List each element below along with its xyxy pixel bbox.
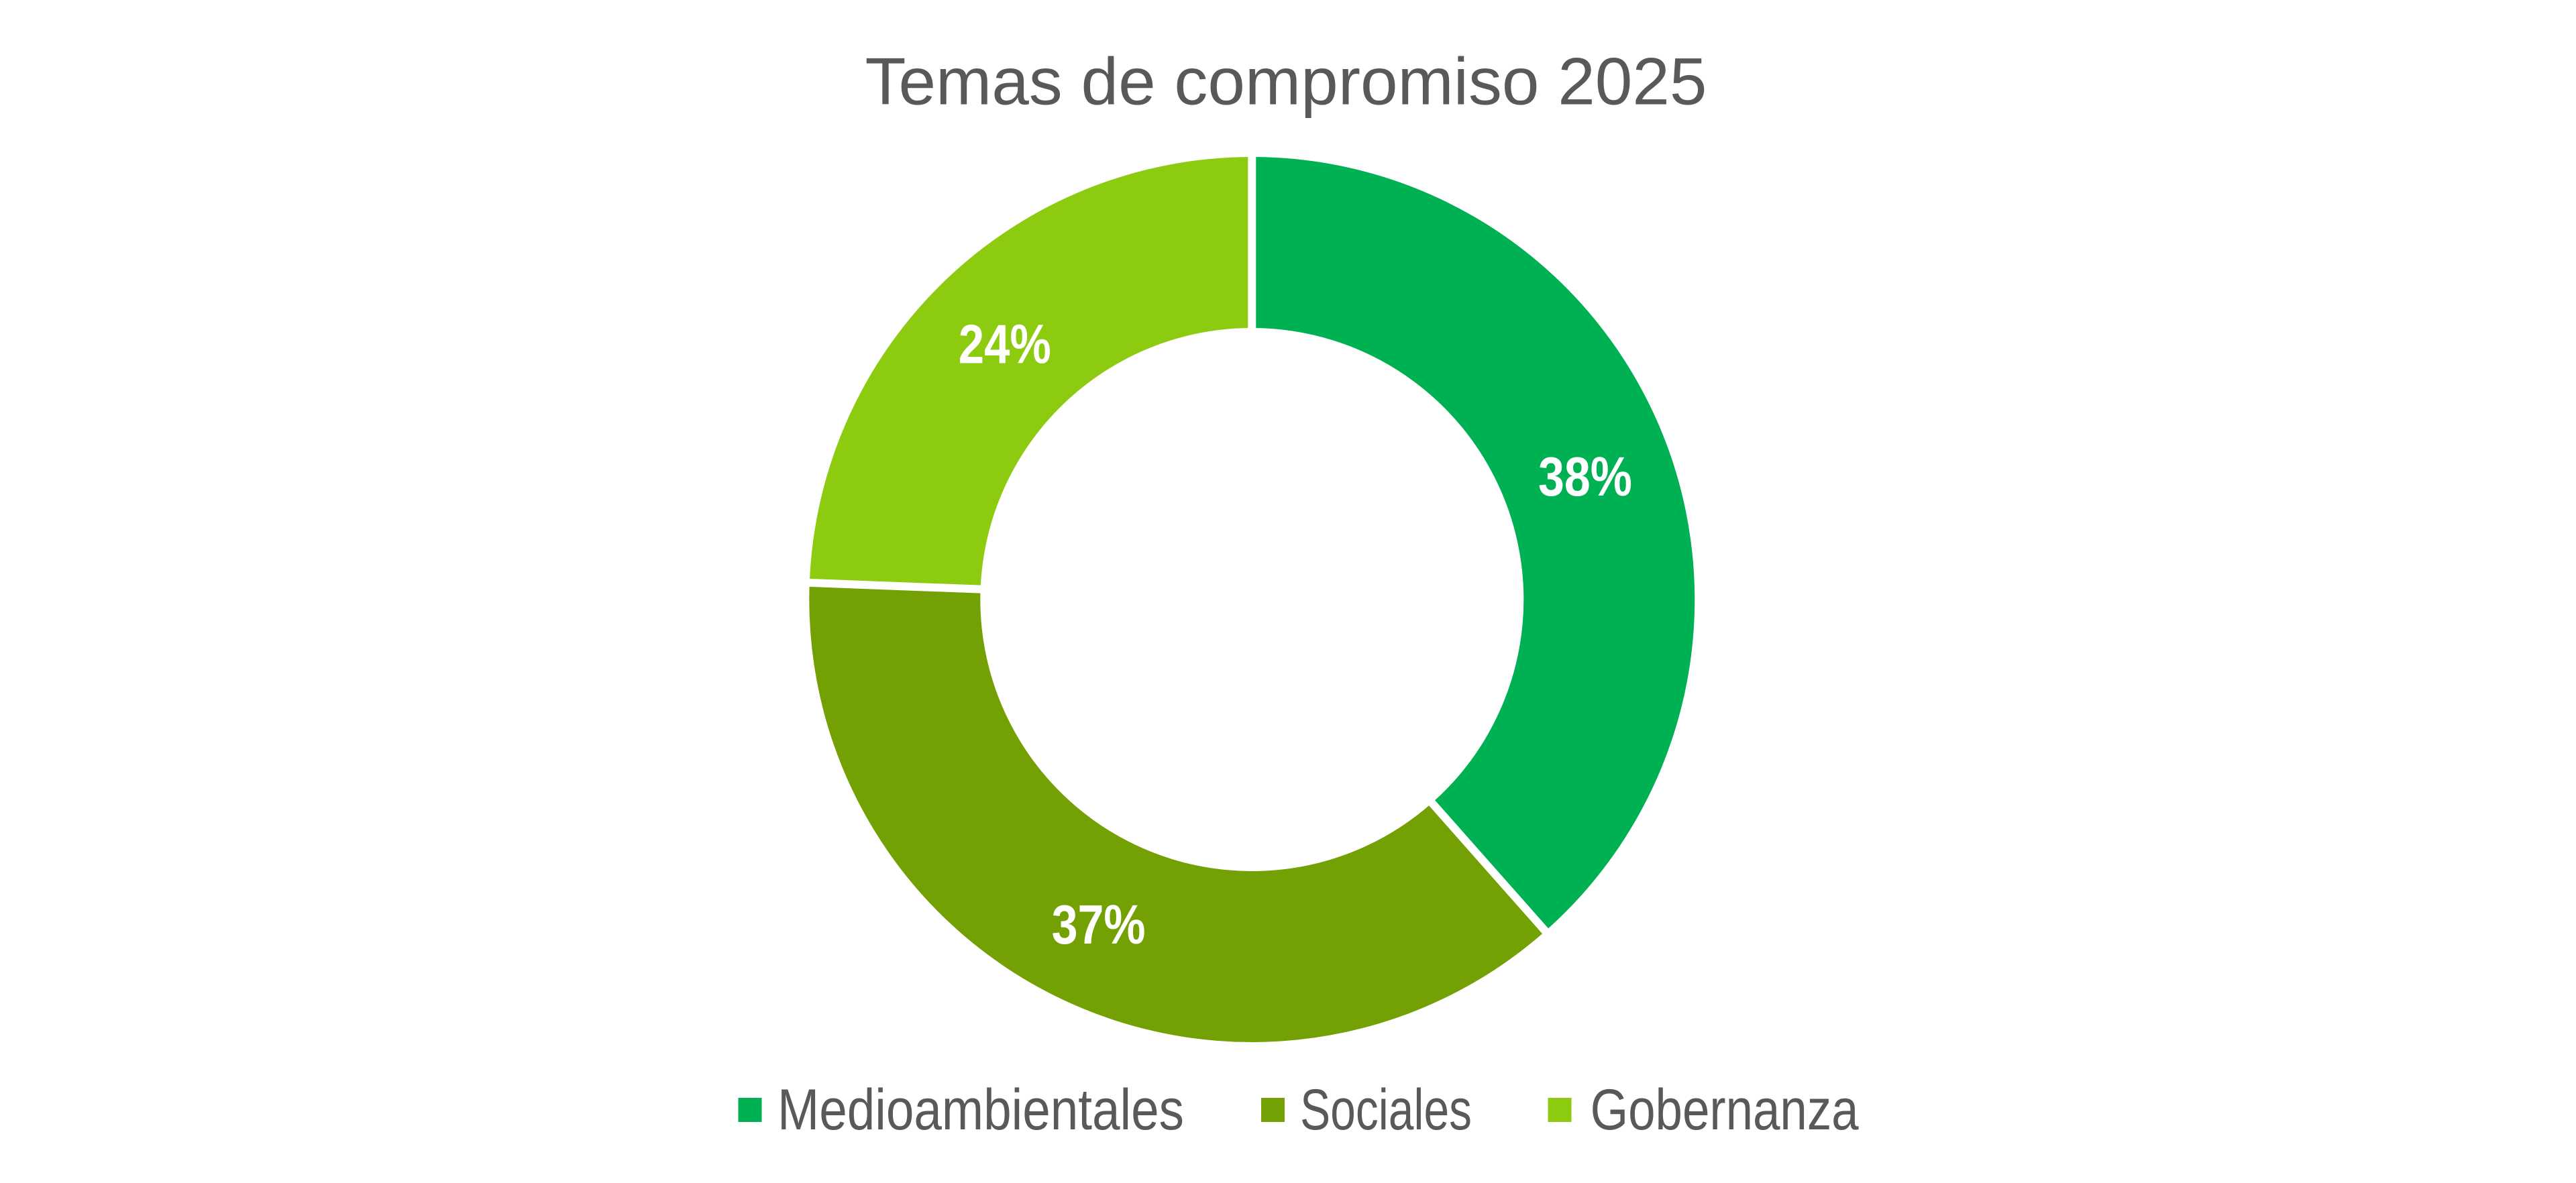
svg-text:Gobernanza: Gobernanza [1591,1078,1859,1142]
svg-text:Temas de compromiso 2025: Temas de compromiso 2025 [865,44,1707,119]
svg-text:37%: 37% [1052,893,1146,956]
svg-text:Medioambientales: Medioambientales [777,1078,1184,1142]
svg-text:24%: 24% [959,313,1051,376]
svg-text:Sociales: Sociales [1300,1078,1472,1142]
svg-text:38%: 38% [1538,445,1632,508]
